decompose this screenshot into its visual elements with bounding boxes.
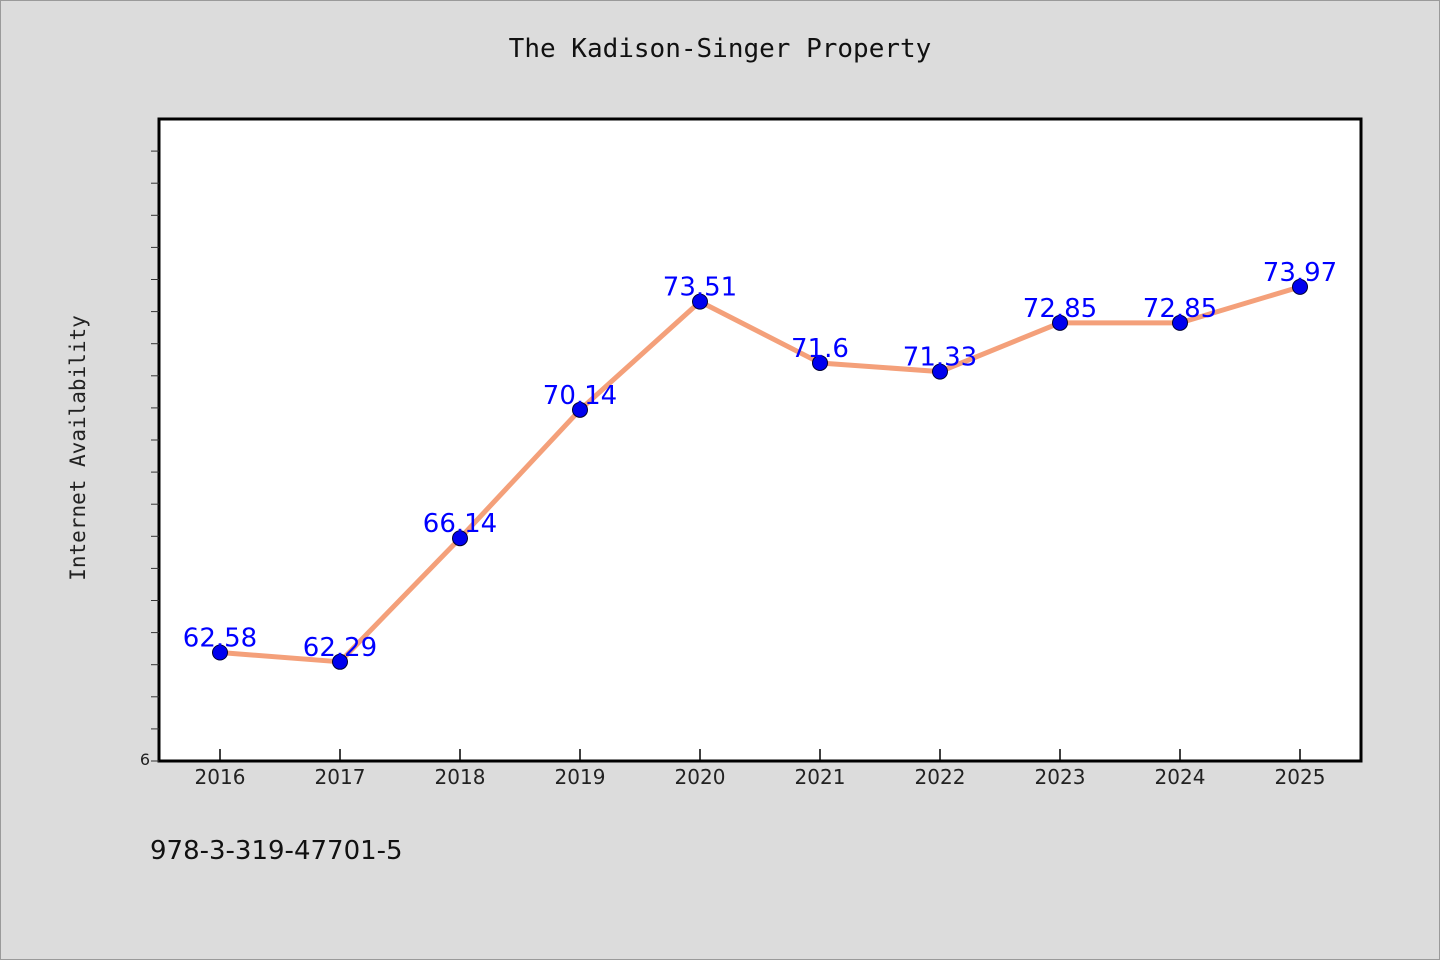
data-label: 71.33 xyxy=(903,343,977,373)
data-point xyxy=(332,653,348,670)
data-label: 70.14 xyxy=(543,381,617,411)
y-tick-label: 6 xyxy=(140,750,150,769)
data-label: 62.58 xyxy=(183,624,257,654)
chart-title: The Kadison-Singer Property xyxy=(508,34,932,64)
data-point xyxy=(692,293,708,310)
x-tick-label: 2017 xyxy=(315,765,366,789)
data-point xyxy=(452,530,468,547)
data-label: 71.6 xyxy=(791,334,849,364)
x-tick-label: 2024 xyxy=(1155,765,1206,789)
footer-isbn: 978-3-319-47701-5 xyxy=(150,836,403,866)
data-label: 72.85 xyxy=(1143,294,1217,324)
x-tick-label: 2021 xyxy=(795,765,846,789)
data-label: 72.85 xyxy=(1023,294,1097,324)
x-tick-label: 2018 xyxy=(435,765,486,789)
data-point xyxy=(1052,314,1068,331)
x-tick-label: 2025 xyxy=(1275,765,1326,789)
data-label: 66.14 xyxy=(423,509,497,539)
data-point xyxy=(212,644,228,661)
y-axis-ticks xyxy=(151,150,159,762)
series-line xyxy=(217,284,1303,665)
plot-area xyxy=(157,117,1363,763)
data-label: 73.97 xyxy=(1263,258,1337,288)
x-tick-label: 2022 xyxy=(915,765,966,789)
data-point xyxy=(1292,278,1308,295)
data-label: 73.51 xyxy=(663,273,737,303)
data-labels: 62.58 62.29 66.14 70.14 73.51 71.6 71.33 72.85 7… xyxy=(183,258,1337,663)
x-axis-tick-labels: 2016 2017 2018 2019 2020 2021 2022 2023 2024 2025 xyxy=(195,765,1326,789)
x-axis-ticks xyxy=(219,749,1301,761)
data-point xyxy=(932,363,948,380)
data-point xyxy=(1172,314,1188,331)
data-points xyxy=(212,278,1308,670)
data-point xyxy=(812,354,828,371)
x-tick-label: 2020 xyxy=(675,765,726,789)
x-tick-label: 2016 xyxy=(195,765,246,789)
x-tick-label: 2019 xyxy=(555,765,606,789)
data-point xyxy=(572,401,588,418)
data-label: 62.29 xyxy=(303,633,377,663)
x-tick-label: 2023 xyxy=(1035,765,1086,789)
